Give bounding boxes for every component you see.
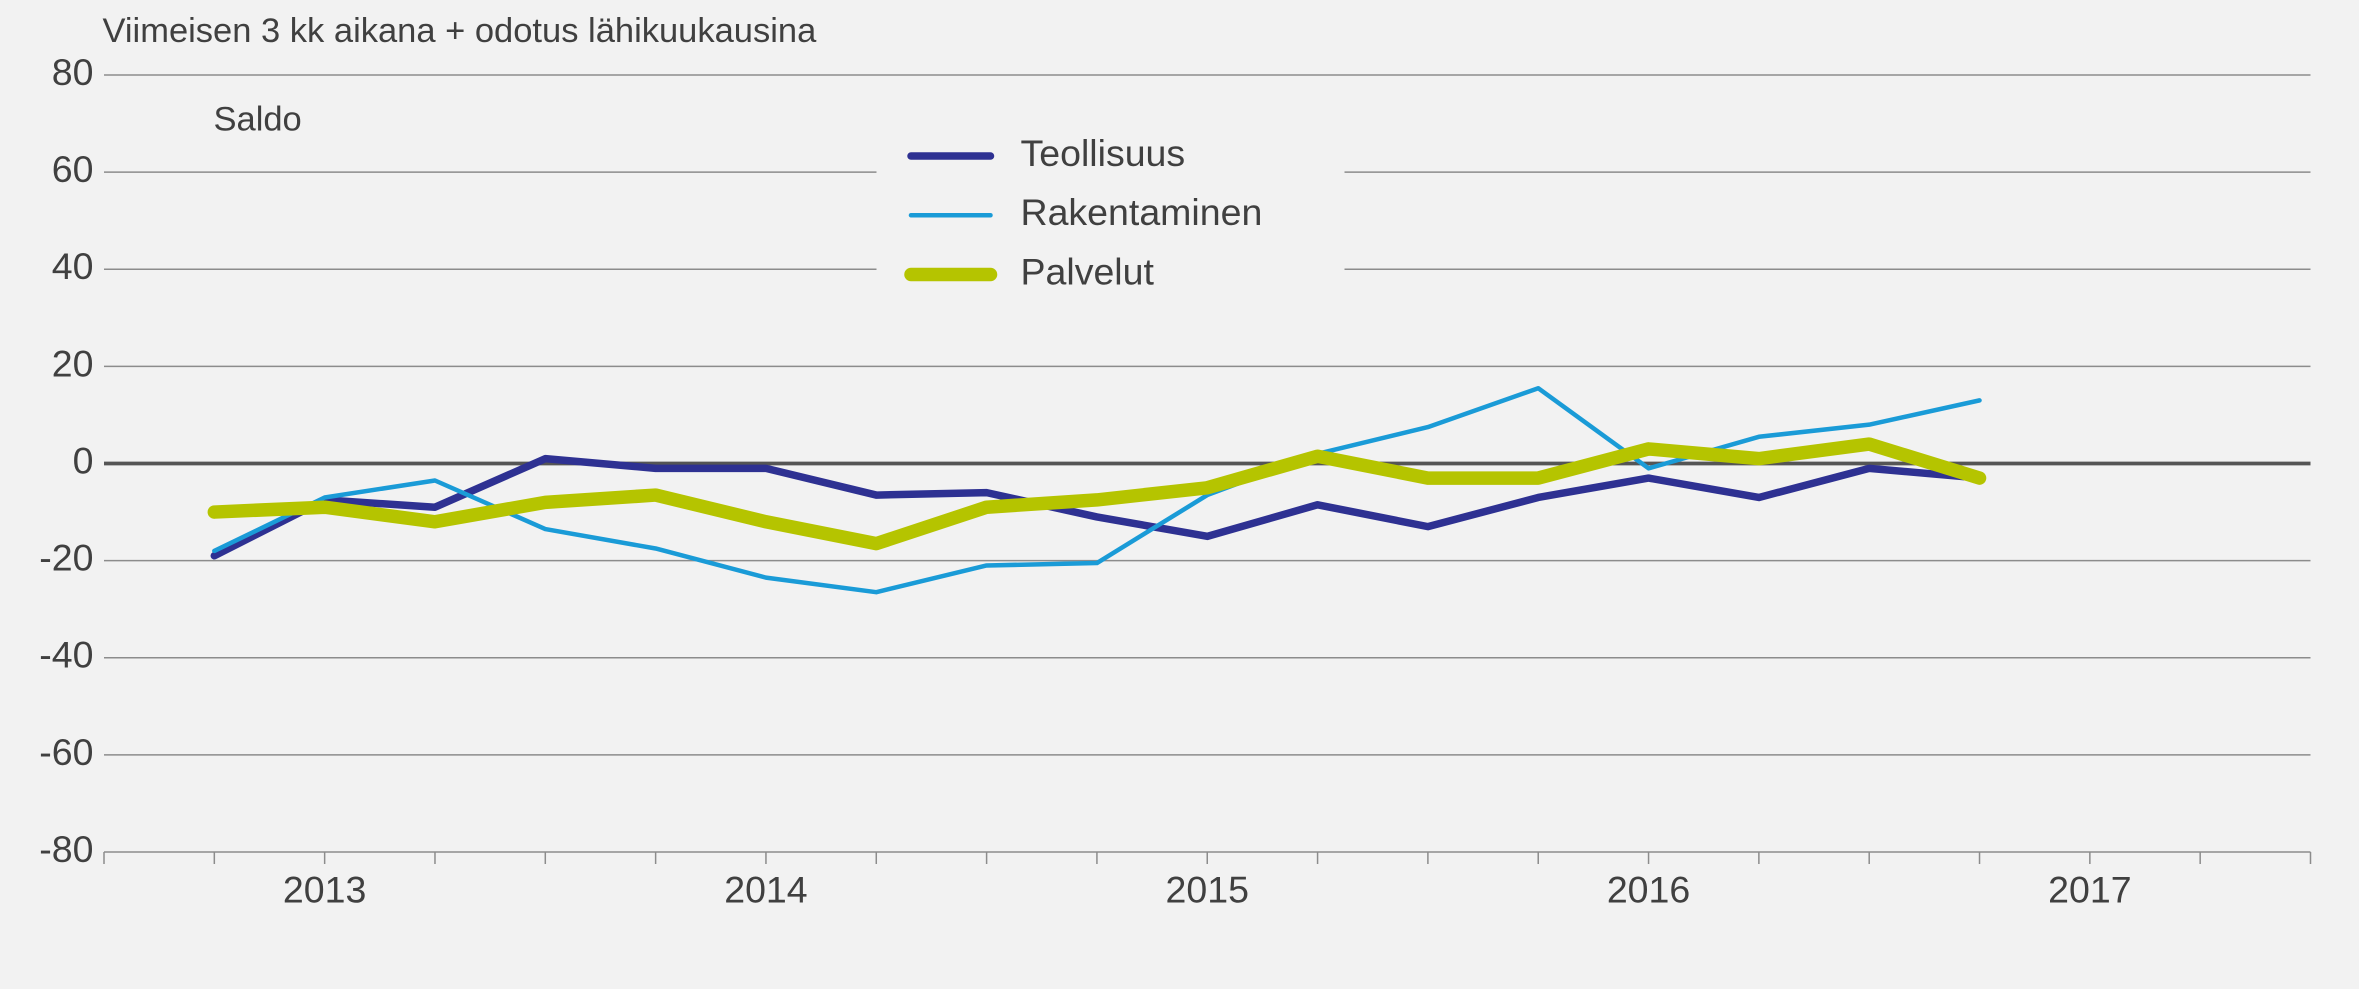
x-tick-label: 2014 (724, 868, 807, 910)
legend-label: Palvelut (1021, 250, 1155, 292)
y-tick-label: 60 (52, 148, 94, 190)
y-tick-label: 0 (73, 439, 94, 481)
y-tick-label: -80 (39, 828, 93, 870)
x-tick-label: 2016 (1607, 868, 1690, 910)
x-tick-label: 2017 (2048, 868, 2131, 910)
y-tick-label: 80 (52, 51, 94, 93)
legend-label: Rakentaminen (1021, 191, 1263, 233)
chart-title: Viimeisen 3 kk aikana + odotus lähikuuka… (103, 12, 818, 50)
y-tick-label: -40 (39, 634, 93, 676)
x-tick-label: 2015 (1166, 868, 1249, 910)
y-tick-label: 40 (52, 245, 94, 287)
x-tick-label: 2013 (283, 868, 366, 910)
series-line (207, 437, 1987, 551)
legend-label: Teollisuus (1021, 132, 1186, 174)
y-tick-label: -60 (39, 731, 93, 773)
annotation: Saldo (214, 101, 302, 139)
series-line (210, 454, 1984, 560)
y-tick-label: -20 (39, 537, 93, 579)
y-tick-label: 20 (52, 342, 94, 384)
